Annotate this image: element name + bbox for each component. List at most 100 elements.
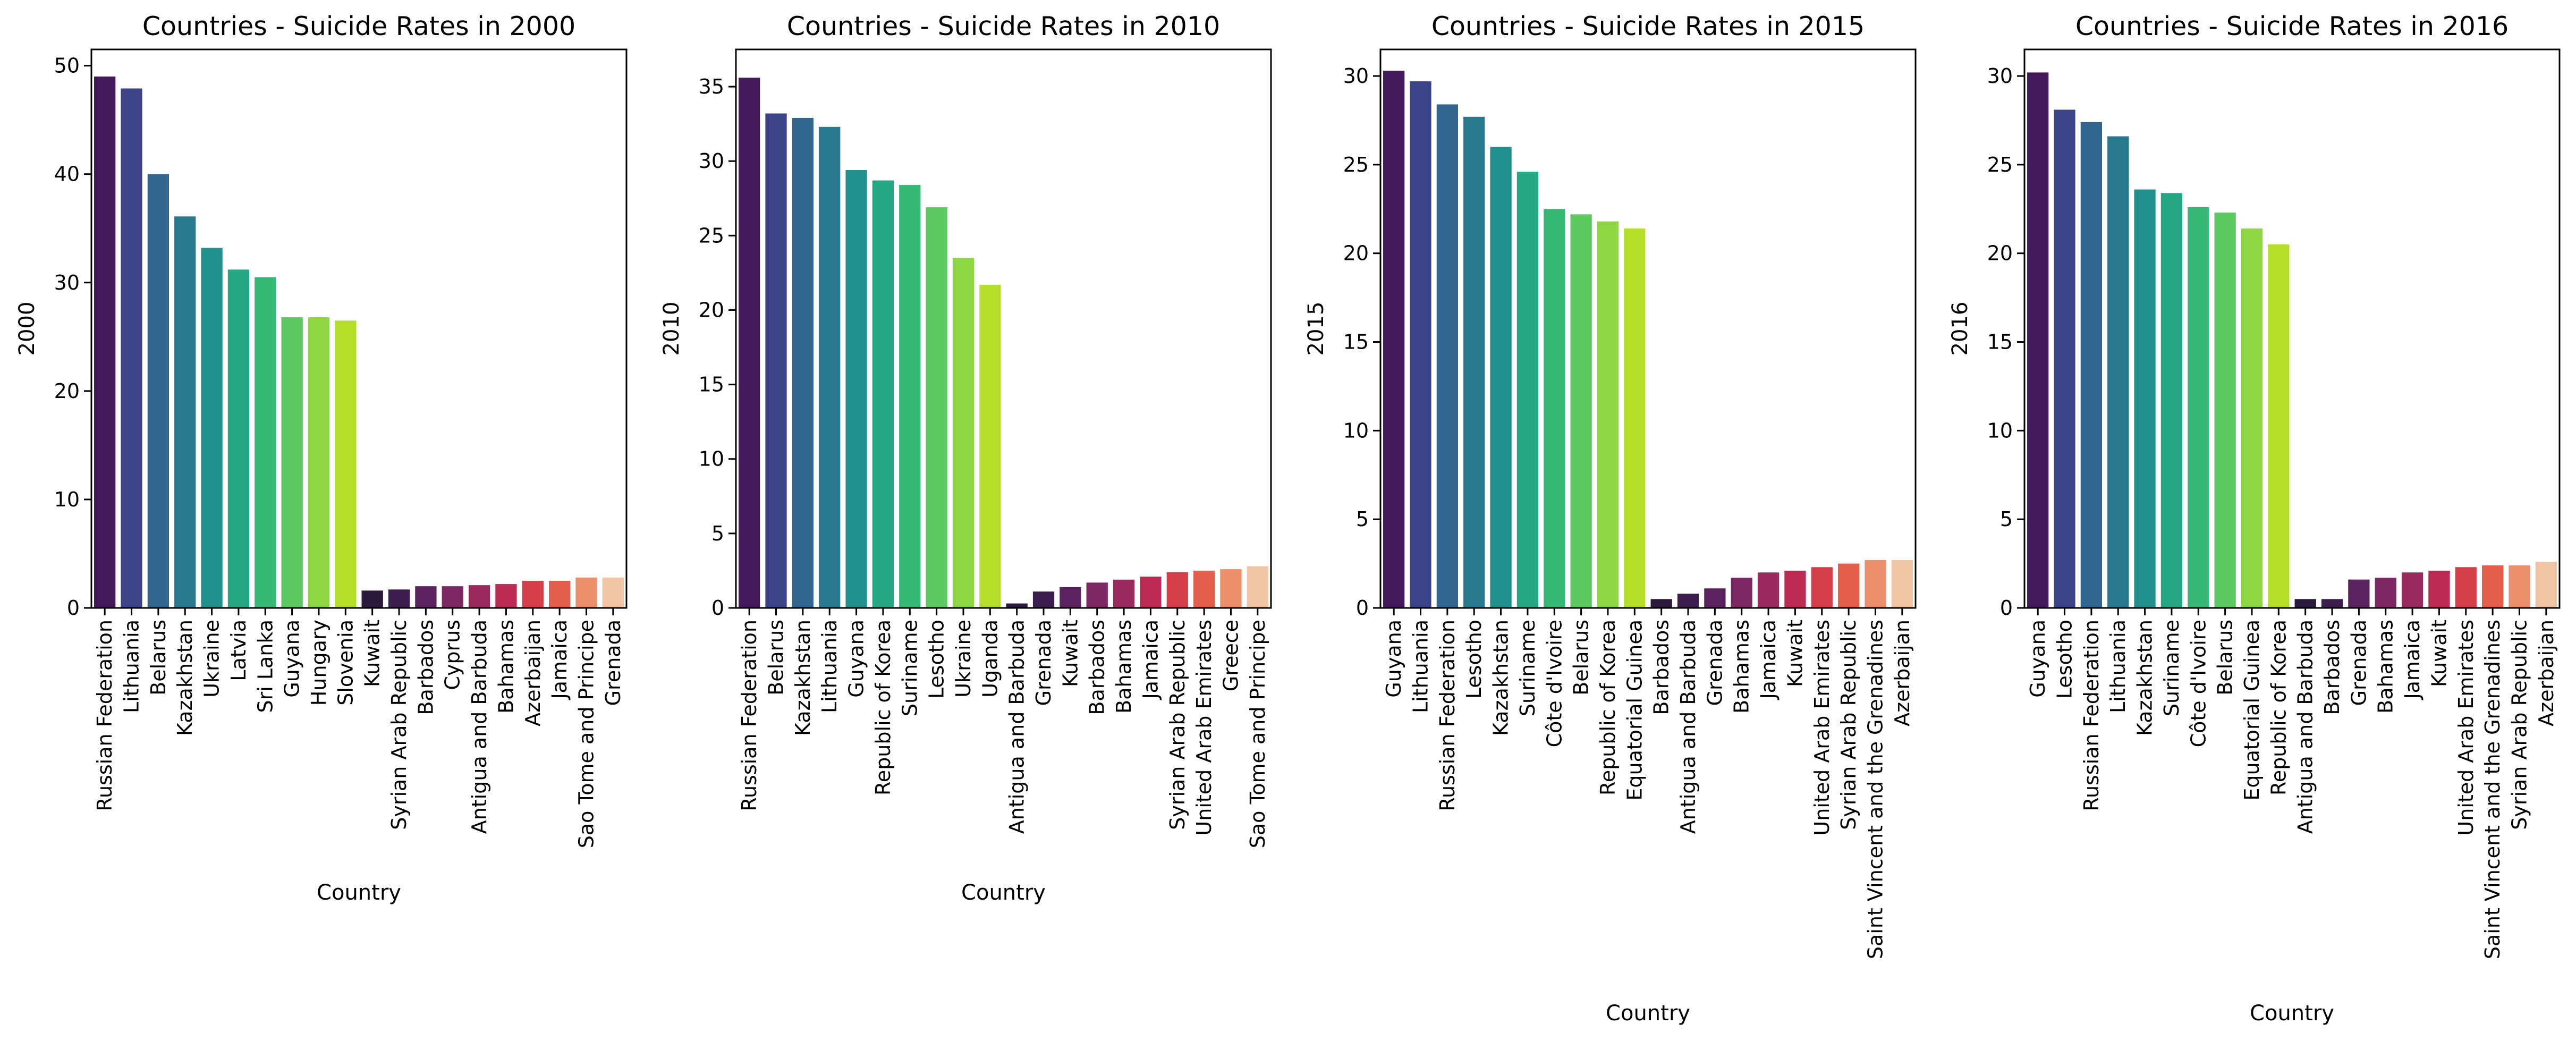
bar-1-4: [845, 170, 867, 608]
x-tick-label-0-3: Kazakhstan: [173, 620, 197, 736]
x-tick-label-3-4: Kazakhstan: [2133, 620, 2157, 736]
x-tick-label-1-19: Sao Tome and Principe: [1246, 620, 1269, 848]
bar-2-2: [1436, 104, 1459, 608]
x-tick-label-3-1: Lesotho: [2053, 620, 2077, 699]
bar-0-17: [548, 580, 571, 608]
bar-2-1: [1410, 81, 1431, 608]
bar-0-7: [281, 317, 303, 608]
x-tick-label-1-10: Antigua and Barbuda: [1005, 620, 1029, 834]
x-tick-label-1-13: Barbados: [1086, 620, 1109, 715]
x-tick-label-2-2: Russian Federation: [1436, 620, 1459, 811]
bar-2-8: [1597, 221, 1619, 608]
bar-2-19: [1891, 560, 1913, 608]
y-tick-label-2-1: 5: [1356, 507, 1369, 531]
y-tick-label-2-0: 0: [1356, 596, 1369, 620]
bar-1-3: [819, 126, 841, 608]
x-tick-label-1-0: Russian Federation: [738, 620, 761, 811]
chart-title-0: Countries - Suicide Rates in 2000: [142, 11, 575, 41]
bar-1-9: [979, 284, 1001, 608]
y-tick-label-0-5: 50: [54, 54, 80, 78]
x-tick-label-0-0: Russian Federation: [93, 620, 116, 811]
x-tick-label-3-3: Lithuania: [2106, 620, 2130, 713]
bar-1-17: [1193, 570, 1215, 608]
bar-1-14: [1113, 579, 1135, 608]
x-tick-label-0-17: Jamaica: [548, 620, 571, 700]
x-tick-label-2-5: Suriname: [1516, 620, 1539, 716]
y-tick-label-2-5: 25: [1343, 153, 1369, 176]
bar-1-5: [872, 180, 894, 608]
bar-1-10: [1006, 603, 1028, 608]
axes-frame-1: [735, 48, 1272, 609]
x-tick-label-3-6: Côte d'Ivoire: [2187, 620, 2210, 747]
x-tick-label-1-4: Guyana: [845, 620, 868, 698]
y-tick-label-3-6: 30: [1987, 64, 2013, 88]
chart-panel-0: 0 10 20 30 40 50 Russian Federation Lithuania Be…: [15, 11, 628, 905]
bar-0-6: [255, 277, 276, 608]
bar-1-13: [1086, 582, 1108, 608]
bar-1-2: [792, 117, 814, 608]
x-tick-label-2-19: Azerbaijan: [1891, 620, 1914, 726]
x-tick-label-3-7: Belarus: [2214, 620, 2237, 696]
x-tick-label-1-17: United Arab Emirates: [1192, 620, 1216, 836]
bar-0-8: [308, 317, 330, 608]
bar-3-6: [2188, 207, 2209, 608]
bar-3-7: [2214, 212, 2236, 608]
y-tick-label-0-0: 0: [67, 596, 80, 620]
y-tick-label-1-4: 20: [699, 298, 724, 321]
bar-2-13: [1731, 578, 1752, 608]
x-tick-label-1-2: Kazakhstan: [791, 620, 815, 736]
bar-0-18: [575, 577, 597, 608]
y-axis-label-1: 2010: [659, 302, 684, 356]
x-tick-label-3-19: Azerbaijan: [2535, 620, 2558, 726]
x-tick-label-0-1: Lithuania: [120, 620, 143, 713]
y-tick-label-0-1: 10: [54, 488, 80, 511]
y-tick-label-1-0: 0: [711, 596, 724, 620]
x-tick-label-3-8: Equatorial Guinea: [2240, 620, 2264, 801]
bar-0-10: [361, 590, 383, 608]
bar-3-9: [2268, 244, 2290, 608]
bar-1-19: [1247, 566, 1268, 608]
bar-2-17: [1837, 563, 1860, 608]
x-tick-label-3-0: Guyana: [2026, 620, 2049, 698]
x-tick-label-3-5: Suriname: [2160, 620, 2183, 716]
x-tick-label-2-10: Barbados: [1650, 620, 1673, 715]
x-tick-label-2-3: Lesotho: [1462, 620, 1486, 699]
x-tick-label-2-13: Bahamas: [1730, 620, 1753, 714]
y-axis-label-0: 2000: [15, 302, 39, 356]
x-tick-label-0-14: Antigua and Barbuda: [468, 620, 491, 834]
x-tick-label-2-8: Republic of Korea: [1596, 620, 1620, 795]
bar-1-12: [1060, 587, 1081, 608]
bar-0-15: [495, 584, 517, 608]
x-tick-label-0-8: Hungary: [307, 620, 331, 706]
x-tick-label-1-1: Belarus: [765, 620, 788, 696]
bar-3-13: [2375, 578, 2396, 608]
chart-title-2: Countries - Suicide Rates in 2015: [1431, 11, 1865, 41]
bar-1-0: [739, 78, 760, 608]
x-tick-label-2-17: Syrian Arab Republic: [1837, 620, 1860, 830]
bar-2-7: [1570, 214, 1592, 608]
bar-2-9: [1624, 228, 1646, 608]
x-tick-label-1-9: Uganda: [978, 620, 1002, 698]
bar-3-14: [2401, 572, 2424, 608]
x-tick-label-2-16: United Arab Emirates: [1810, 620, 1834, 836]
x-tick-label-0-7: Guyana: [281, 620, 304, 698]
bar-1-11: [1032, 591, 1055, 608]
bar-2-4: [1490, 147, 1512, 608]
bar-2-6: [1544, 209, 1565, 608]
bar-2-15: [1784, 570, 1806, 608]
x-tick-label-3-16: United Arab Emirates: [2454, 620, 2478, 836]
x-tick-label-0-16: Azerbaijan: [521, 620, 545, 726]
x-axis-label-1: Country: [961, 881, 1046, 905]
bar-3-12: [2348, 579, 2370, 608]
bar-3-0: [2027, 72, 2049, 608]
bar-0-13: [442, 586, 463, 608]
bar-0-11: [388, 589, 410, 608]
x-tick-label-0-19: Grenada: [601, 620, 625, 706]
x-tick-label-2-0: Guyana: [1382, 620, 1405, 698]
x-tick-label-1-18: Greece: [1219, 620, 1242, 691]
y-tick-label-0-2: 20: [54, 379, 80, 403]
x-tick-label-3-12: Grenada: [2347, 620, 2370, 706]
y-axis-label-3: 2016: [1948, 302, 1972, 356]
y-tick-label-1-7: 35: [699, 75, 724, 98]
